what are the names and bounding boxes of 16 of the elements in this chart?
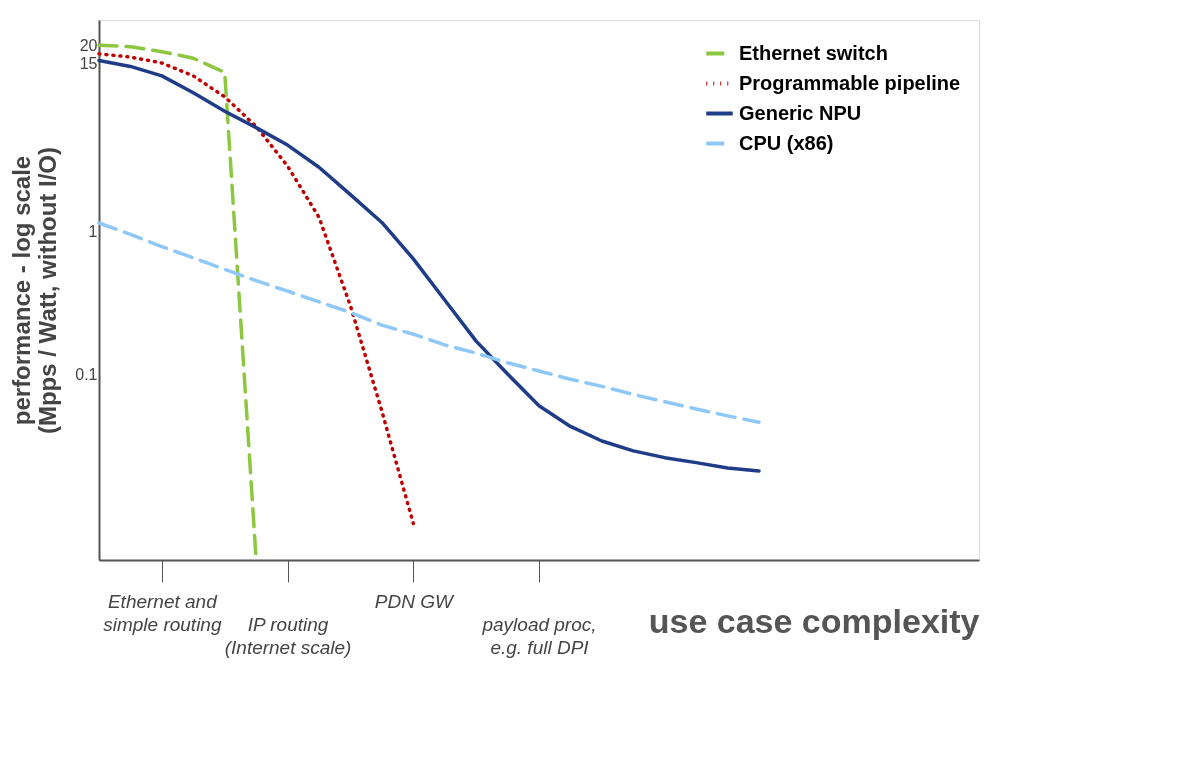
- x-tick-label: PDN GW: [374, 590, 455, 612]
- y-tick-label: 15: [79, 54, 98, 72]
- line-series: [97, 221, 761, 424]
- line-series: [97, 52, 416, 526]
- y-axis-title: performance - log scale (Mpps / Watt, without I/O): [8, 146, 62, 435]
- legend-label: Programmable pipeline: [739, 71, 961, 94]
- x-tick-label: payload proc, e.g. full DPI: [481, 613, 597, 658]
- x-axis-title: use case complexity: [648, 601, 980, 640]
- legend-label: Ethernet switch: [739, 41, 888, 64]
- y-tick-label: 0.1: [75, 365, 98, 383]
- legend-label: Generic NPU: [739, 101, 862, 124]
- x-tick-label: Ethernet and simple routing: [103, 590, 222, 635]
- x-tick-label: IP routing (Internet scale): [224, 613, 352, 658]
- y-tick-label: 20: [79, 36, 98, 54]
- legend-label: CPU (x86): [739, 131, 834, 154]
- y-tick-label: 1: [88, 222, 98, 240]
